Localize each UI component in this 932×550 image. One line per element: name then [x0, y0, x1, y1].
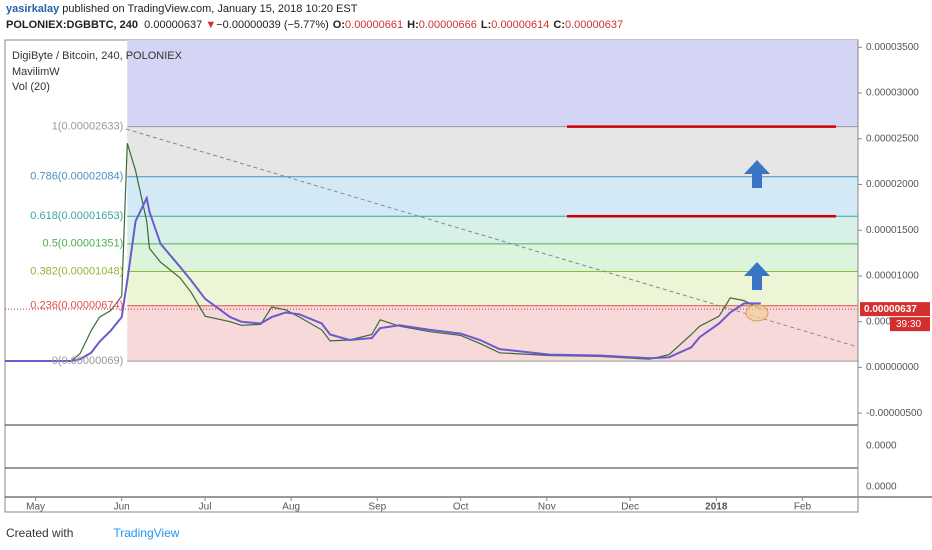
ohlc-key: L: — [480, 19, 492, 31]
ohlc-value: 0.00000666 — [418, 19, 477, 31]
x-tick-label: Oct — [453, 502, 469, 513]
x-tick-label: Jun — [114, 502, 130, 513]
fib-label: 0.236(0.00000674) — [30, 300, 123, 312]
chart-title: DigiByte / Bitcoin, 240, POLONIEX — [12, 50, 183, 62]
change-arrow: ▼ — [205, 19, 217, 31]
x-tick-label: Feb — [794, 502, 812, 513]
publish-line: yasirkalay published on TradingView.com,… — [6, 3, 357, 15]
author[interactable]: yasirkalay — [6, 3, 60, 15]
fib-label: 1(0.00002633) — [52, 121, 124, 133]
y-tick-label: 0.00000000 — [866, 362, 919, 373]
fib-label: 0(0.00000069) — [52, 355, 124, 367]
y-tick-label: 0.00003500 — [866, 42, 919, 53]
x-tick-label: 2018 — [705, 502, 728, 513]
fib-label: 0.786(0.00002084) — [30, 171, 123, 183]
pane-axis-label: 0.0000 — [866, 441, 897, 452]
y-tick-label: -0.00000500 — [866, 408, 923, 419]
fib-band — [127, 40, 858, 127]
price-tag — [860, 302, 930, 317]
fib-band — [127, 305, 858, 362]
fib-label: 0.382(0.00001048) — [30, 265, 123, 277]
y-tick-label: 0.00002500 — [866, 133, 919, 144]
created-with: Created with — [6, 526, 74, 540]
ohlc-value: 0.00000637 — [565, 19, 624, 31]
symbol-line: POLONIEX:DGBBTC, 240 0.00000637 ▼−0.0000… — [6, 19, 623, 31]
fib-label: 0.5(0.00001351) — [43, 238, 124, 250]
x-tick-label: May — [26, 502, 45, 513]
brand[interactable]: TradingView — [113, 526, 180, 540]
legend-entry: MavilimW — [12, 66, 60, 78]
fib-band — [127, 271, 858, 306]
publish-info: published on TradingView.com, January 15… — [62, 3, 358, 15]
ohlc-value: 0.00000614 — [491, 19, 550, 31]
indicator-label: Vol (20) — [12, 81, 50, 93]
x-tick-label: Aug — [282, 502, 300, 513]
change: −0.00000039 (−5.77%) — [216, 19, 329, 31]
x-tick-label: Sep — [368, 502, 386, 513]
arrow-up — [744, 262, 770, 290]
fib-band — [127, 243, 858, 272]
x-tick-label: Jul — [199, 502, 212, 513]
ohlc-value: 0.00000661 — [345, 19, 404, 31]
countdown-label: 39:30 — [896, 319, 921, 330]
countdown-tag — [890, 317, 930, 332]
fib-band — [127, 176, 858, 217]
y-tick-label: 0.00002000 — [866, 179, 919, 190]
y-tick-label: 0.00001000 — [866, 271, 919, 282]
fib-band — [127, 126, 858, 177]
ohlc-key: C: — [553, 19, 565, 31]
ma-line — [5, 195, 761, 362]
ohlc-key: H: — [407, 19, 419, 31]
fib-band — [127, 216, 858, 244]
y-tick-label: 0.00003000 — [866, 88, 919, 99]
y-tick-label: 0.00001500 — [866, 225, 919, 236]
fib-label: 0.618(0.00001653) — [30, 210, 123, 222]
footer: Created with TradingView — [6, 526, 179, 540]
trend-line — [125, 128, 859, 348]
arrow-up — [744, 160, 770, 188]
price: 0.00000637 — [144, 19, 203, 31]
x-tick-label: Dec — [621, 502, 639, 513]
highlight-circle — [745, 304, 769, 322]
price-tag-label: 0.00000637 — [864, 304, 917, 315]
pane-axis-label: 0.0000 — [866, 482, 897, 493]
symbol: POLONIEX:DGBBTC, 240 — [6, 19, 139, 31]
x-tick-label: Nov — [538, 502, 556, 513]
ohlc-key: O: — [332, 19, 346, 31]
